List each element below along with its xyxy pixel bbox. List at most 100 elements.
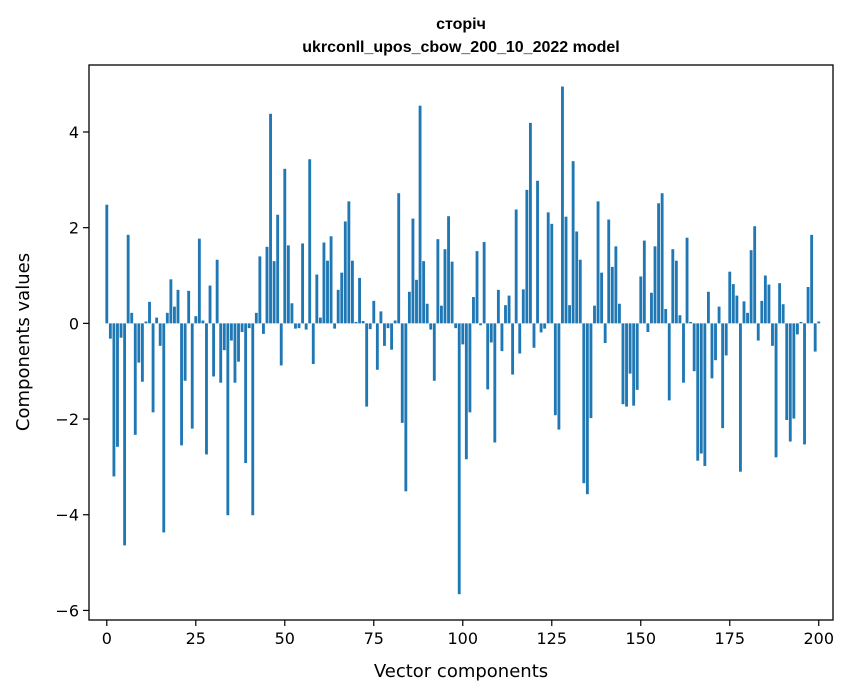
bar [664,309,668,324]
bar [386,323,390,329]
bar [407,291,411,324]
bar [329,236,333,324]
bar [190,323,194,429]
bar [304,323,308,330]
bar [447,216,450,324]
bar [817,321,821,324]
bar [810,234,814,324]
bar [404,323,408,492]
bar [393,320,397,324]
bar [297,323,301,329]
y-tick-label: −6 [55,601,79,620]
bar [771,323,774,346]
y-tick-label: −2 [55,410,79,429]
bar [351,260,354,324]
bar [479,323,483,326]
bar [144,321,148,324]
bar [788,323,792,442]
bar [496,289,500,324]
bar [511,323,515,375]
bar [539,323,543,333]
bar [301,243,305,324]
bar [468,323,472,413]
bar [432,323,436,381]
bar [372,300,376,324]
bar [155,317,159,324]
bar [400,323,404,423]
bar [126,234,130,324]
bar [760,300,764,324]
bar [240,323,244,332]
bar [123,323,127,546]
bar [215,259,219,324]
bar [603,323,607,343]
bar [657,203,660,324]
bar [642,240,646,324]
bar [205,323,208,455]
bar [650,292,653,324]
bar [564,216,568,324]
bar [457,323,461,595]
bar [237,323,240,362]
bar [233,323,237,383]
bar [785,323,789,421]
bar [180,323,183,446]
y-tick-label: 0 [69,314,79,333]
bar [692,323,696,372]
bar [739,323,742,472]
bar [507,295,511,324]
bar [753,226,757,324]
bar [646,323,650,332]
bar [671,249,675,324]
bar [717,306,721,324]
bar [767,284,771,324]
bar [756,323,760,341]
bar [464,323,468,460]
bar [486,323,490,390]
bar [244,323,248,464]
bar [710,323,714,379]
bar [450,261,454,324]
bar [461,323,465,345]
bar [290,303,294,324]
bar [667,323,671,401]
bar [571,161,575,324]
bar [621,323,625,405]
bar [532,323,536,348]
bar [482,242,486,324]
bar [628,323,632,374]
bar [799,321,803,324]
bar [803,323,806,445]
bar [383,323,386,346]
bar [813,323,817,352]
y-tick-label: 2 [69,219,79,238]
bar [561,86,564,324]
x-tick-label: 0 [102,629,112,648]
bar [137,323,141,363]
bar [229,323,233,341]
bar [415,279,418,324]
bar [418,105,422,324]
bar [318,317,322,324]
x-tick-label: 150 [625,629,656,648]
bar [625,323,628,407]
bar [575,231,579,324]
bar [108,323,112,339]
bar [504,305,507,324]
bar [582,323,586,484]
bar [251,323,255,516]
bar [379,311,383,324]
bar [343,221,347,324]
bar [265,246,269,324]
bar [254,312,258,324]
bar [133,323,137,435]
bar [568,305,571,324]
bar [699,323,703,454]
bar [322,242,326,324]
bar [187,290,191,324]
bar [546,212,550,324]
bar [222,323,226,351]
bar [262,323,265,334]
bar [269,113,272,324]
bar [148,301,151,324]
